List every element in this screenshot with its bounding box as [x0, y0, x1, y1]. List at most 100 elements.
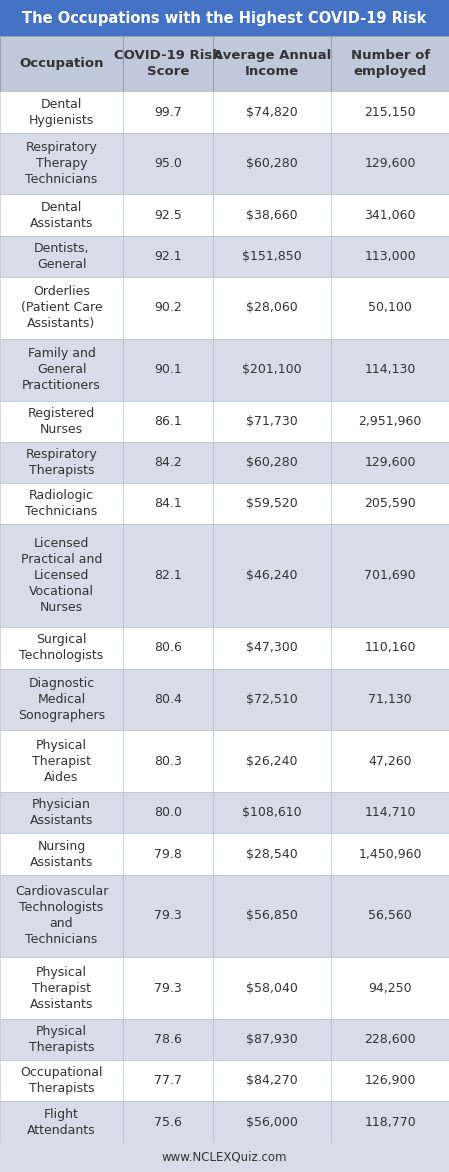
- Bar: [213, 874, 331, 958]
- Bar: [123, 524, 213, 627]
- Text: $28,540: $28,540: [246, 847, 298, 860]
- Text: www.NCLEXQuiz.com: www.NCLEXQuiz.com: [162, 1151, 287, 1164]
- Text: 75.6: 75.6: [154, 1116, 182, 1129]
- Text: 701,690: 701,690: [365, 570, 416, 582]
- Text: 80.6: 80.6: [154, 641, 182, 654]
- Text: 50,100: 50,100: [368, 301, 412, 314]
- Bar: [0, 627, 123, 668]
- Text: 80.4: 80.4: [154, 693, 182, 706]
- Text: 99.7: 99.7: [154, 105, 182, 118]
- Text: 79.8: 79.8: [154, 847, 182, 860]
- Text: 114,710: 114,710: [365, 806, 416, 819]
- Text: Dental
Assistants: Dental Assistants: [30, 200, 93, 230]
- Bar: [0, 874, 123, 958]
- Text: 94,250: 94,250: [368, 982, 412, 995]
- Bar: [123, 236, 213, 277]
- Bar: [0, 0, 449, 36]
- Text: Diagnostic
Medical
Sonographers: Diagnostic Medical Sonographers: [18, 677, 105, 722]
- Bar: [331, 1102, 449, 1143]
- Bar: [213, 132, 331, 195]
- Bar: [123, 442, 213, 483]
- Text: 78.6: 78.6: [154, 1034, 182, 1047]
- Text: Flight
Attendants: Flight Attendants: [27, 1108, 96, 1137]
- Text: 114,130: 114,130: [365, 363, 416, 376]
- Bar: [213, 401, 331, 442]
- Bar: [123, 792, 213, 833]
- Bar: [331, 627, 449, 668]
- Bar: [123, 91, 213, 132]
- Bar: [213, 277, 331, 339]
- Text: $60,280: $60,280: [246, 157, 298, 170]
- Bar: [213, 1018, 331, 1061]
- Bar: [0, 277, 123, 339]
- Bar: [123, 668, 213, 730]
- Bar: [331, 236, 449, 277]
- Text: $87,930: $87,930: [246, 1034, 298, 1047]
- Bar: [331, 874, 449, 958]
- Text: Physical
Therapists: Physical Therapists: [29, 1026, 94, 1054]
- Bar: [213, 524, 331, 627]
- Bar: [331, 401, 449, 442]
- Text: 56,560: 56,560: [368, 909, 412, 922]
- Bar: [331, 132, 449, 195]
- Bar: [213, 236, 331, 277]
- Text: 84.1: 84.1: [154, 497, 182, 510]
- Bar: [213, 483, 331, 524]
- Bar: [0, 91, 123, 132]
- Bar: [123, 833, 213, 874]
- Text: $71,730: $71,730: [246, 415, 298, 428]
- Text: Respiratory
Therapy
Technicians: Respiratory Therapy Technicians: [26, 141, 97, 186]
- Bar: [331, 668, 449, 730]
- Bar: [213, 442, 331, 483]
- Bar: [123, 277, 213, 339]
- Bar: [331, 833, 449, 874]
- Text: Orderlies
(Patient Care
Assistants): Orderlies (Patient Care Assistants): [21, 285, 102, 331]
- Text: 90.1: 90.1: [154, 363, 182, 376]
- Bar: [0, 1102, 123, 1143]
- Text: $201,100: $201,100: [242, 363, 302, 376]
- Text: 129,600: 129,600: [365, 157, 416, 170]
- Text: 82.1: 82.1: [154, 570, 182, 582]
- Text: Dental
Hygienists: Dental Hygienists: [29, 97, 94, 127]
- Text: 1,450,960: 1,450,960: [358, 847, 422, 860]
- Bar: [0, 1061, 123, 1102]
- Text: $58,040: $58,040: [246, 982, 298, 995]
- Bar: [331, 483, 449, 524]
- Text: $38,660: $38,660: [247, 209, 298, 222]
- Bar: [331, 339, 449, 401]
- Bar: [213, 91, 331, 132]
- Bar: [123, 1102, 213, 1143]
- Bar: [123, 730, 213, 792]
- Bar: [123, 339, 213, 401]
- Bar: [331, 1018, 449, 1061]
- Text: COVID-19 Risk
Score: COVID-19 Risk Score: [114, 49, 221, 79]
- Text: Radiologic
Technicians: Radiologic Technicians: [26, 489, 97, 518]
- Bar: [0, 958, 123, 1018]
- Text: Dentists,
General: Dentists, General: [34, 241, 89, 271]
- Text: 80.3: 80.3: [154, 755, 182, 768]
- Text: 77.7: 77.7: [154, 1075, 182, 1088]
- Text: Licensed
Practical and
Licensed
Vocational
Nurses: Licensed Practical and Licensed Vocation…: [21, 537, 102, 614]
- Bar: [0, 339, 123, 401]
- Bar: [213, 958, 331, 1018]
- Bar: [331, 958, 449, 1018]
- Text: 84.2: 84.2: [154, 456, 182, 469]
- Bar: [331, 36, 449, 91]
- Bar: [0, 730, 123, 792]
- Text: 228,600: 228,600: [365, 1034, 416, 1047]
- Bar: [0, 483, 123, 524]
- Bar: [123, 132, 213, 195]
- Text: Occupation: Occupation: [19, 57, 104, 70]
- Bar: [123, 483, 213, 524]
- Bar: [331, 195, 449, 236]
- Text: $60,280: $60,280: [246, 456, 298, 469]
- Text: $108,610: $108,610: [242, 806, 302, 819]
- Bar: [123, 1018, 213, 1061]
- Text: Family and
General
Practitioners: Family and General Practitioners: [22, 347, 101, 393]
- Text: 92.1: 92.1: [154, 250, 182, 263]
- Bar: [123, 874, 213, 958]
- Bar: [331, 277, 449, 339]
- Bar: [331, 1061, 449, 1102]
- Text: 47,260: 47,260: [368, 755, 412, 768]
- Bar: [331, 730, 449, 792]
